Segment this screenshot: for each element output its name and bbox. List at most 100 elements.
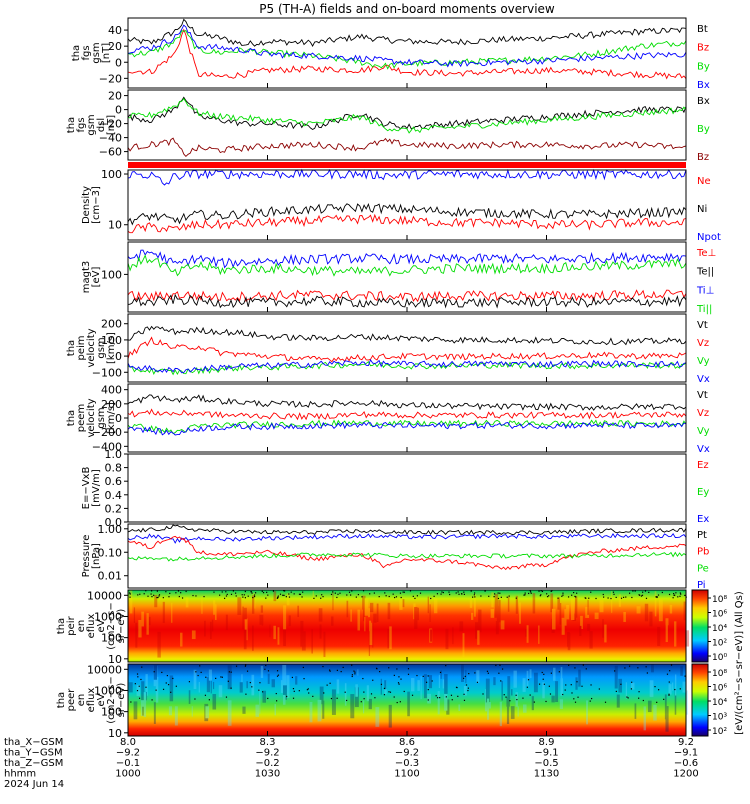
x-tick-label: −0.2 xyxy=(255,758,279,769)
spectrogram-speckle xyxy=(169,592,171,594)
y-tick-label: 0.0 xyxy=(105,516,123,529)
spectrogram-stripe xyxy=(129,684,133,691)
spectrogram-speckle xyxy=(538,683,541,685)
y-tick-label: −60 xyxy=(99,146,122,159)
series-line xyxy=(127,325,687,346)
spectrogram-speckle xyxy=(637,667,639,669)
spectrogram-stripe xyxy=(288,615,291,627)
spectrogram-stripe xyxy=(193,669,197,689)
spectrogram-speckle xyxy=(524,594,526,596)
y-axis-label: en xyxy=(76,620,87,633)
spectrogram-speckle xyxy=(143,593,145,595)
spectrogram-speckle xyxy=(669,670,671,672)
x-tick-label: 1000 xyxy=(115,769,140,780)
colorbar-tick-label: 10⁰ xyxy=(712,653,727,663)
x-date-label: 2024 Jun 14 xyxy=(4,779,64,790)
spectrogram-speckle xyxy=(558,671,560,673)
spectrogram-speckle xyxy=(165,591,167,593)
spectrogram-speckle xyxy=(205,676,207,678)
spectrogram-stripe xyxy=(252,625,254,651)
spectrogram-stripe xyxy=(155,676,159,703)
spectrogram-speckle xyxy=(407,668,410,670)
x-tick-label: −9.1 xyxy=(674,748,698,759)
series-line xyxy=(127,394,687,411)
spectrogram-speckle xyxy=(136,673,139,675)
y-axis-label: dsl xyxy=(96,118,107,132)
spectrogram-stripe xyxy=(413,603,416,620)
y-axis-label: sr−eV) xyxy=(116,609,127,644)
spectrogram-stripe xyxy=(318,608,323,622)
spectrogram-stripe xyxy=(570,598,575,620)
spectrogram-stripe xyxy=(198,681,200,693)
spectrogram-speckle xyxy=(383,694,386,696)
spectrogram-stripe xyxy=(214,604,217,620)
legend-label: By xyxy=(697,61,710,72)
spectrogram-speckle xyxy=(501,668,504,670)
series-line xyxy=(127,24,687,68)
spectrogram-stripe xyxy=(471,612,474,620)
spectrogram-speckle xyxy=(668,694,670,696)
spectrogram-stripe xyxy=(283,627,287,647)
series-line xyxy=(127,213,687,234)
spectrogram-speckle xyxy=(679,688,681,690)
spectrogram-speckle xyxy=(470,590,472,592)
spectrogram-stripe xyxy=(469,599,473,608)
y-axis-label: [km/s] xyxy=(106,332,117,364)
y-axis-label: [cm−3] xyxy=(91,186,102,224)
spectrogram-speckle xyxy=(380,683,383,685)
spectrogram-stripe xyxy=(517,706,519,717)
x-tick-label: 8.3 xyxy=(260,737,276,748)
spectrogram-stripe xyxy=(585,606,590,618)
y-tick-label: 100 xyxy=(101,334,122,347)
spectrogram-speckle xyxy=(156,597,158,599)
spectrogram-speckle xyxy=(276,700,278,702)
spectrogram-speckle xyxy=(175,685,177,687)
spectrogram-speckle xyxy=(538,590,540,592)
spectrogram-speckle xyxy=(499,592,501,594)
spectrogram-stripe xyxy=(346,600,349,618)
spectrogram-speckle xyxy=(267,594,269,596)
spectrogram-speckle xyxy=(634,590,636,592)
spectrogram-speckle xyxy=(180,592,182,594)
spectrogram-speckle xyxy=(220,676,222,678)
spectrogram-stripe xyxy=(437,691,440,715)
colorbar-tick-label: 10⁴ xyxy=(712,698,727,708)
spectrogram-stripe xyxy=(580,615,583,630)
spectrogram-speckle xyxy=(584,597,586,599)
spectrogram-speckle xyxy=(389,691,392,693)
spectrogram-speckle xyxy=(509,700,511,702)
spectrogram-stripe xyxy=(529,669,532,679)
spectrogram-speckle xyxy=(322,665,324,668)
spectrogram-speckle xyxy=(648,591,650,594)
spectrogram-stripe xyxy=(531,696,534,711)
spectrogram-speckle xyxy=(541,590,544,593)
spectrogram-speckle xyxy=(675,592,677,594)
spectrogram-stripe xyxy=(555,681,559,703)
spectrogram-stripe xyxy=(433,598,438,614)
spectrogram-speckle xyxy=(362,677,364,680)
spectrogram-speckle xyxy=(204,694,207,696)
spectrogram-stripe xyxy=(586,700,588,725)
spectrogram-stripe xyxy=(146,613,149,635)
legend-label: Te⊥ xyxy=(696,248,716,259)
x-tick-label: 1100 xyxy=(394,769,419,780)
spectrogram-speckle xyxy=(488,595,490,597)
spectrogram-stripe xyxy=(493,677,496,686)
spectrogram-speckle xyxy=(265,664,267,667)
spectrogram-speckle xyxy=(253,594,256,596)
spectrogram-speckle xyxy=(170,691,172,693)
spectrogram-stripe xyxy=(368,608,370,618)
spectrogram-stripe xyxy=(252,593,256,609)
spectrogram-speckle xyxy=(463,591,465,593)
spectrogram-speckle xyxy=(562,592,564,594)
spectrogram-stripe xyxy=(685,690,688,715)
spectrogram-speckle xyxy=(166,674,168,677)
spectrogram-stripe xyxy=(682,681,686,693)
spectrogram-stripe xyxy=(146,616,151,626)
spectrogram-speckle xyxy=(529,694,531,696)
spectrogram-speckle xyxy=(400,596,402,599)
y-axis-label: gsm xyxy=(86,114,97,135)
spectrogram-stripe xyxy=(362,606,365,622)
spectrogram-stripe xyxy=(683,601,687,621)
spectrogram-speckle xyxy=(225,591,227,593)
